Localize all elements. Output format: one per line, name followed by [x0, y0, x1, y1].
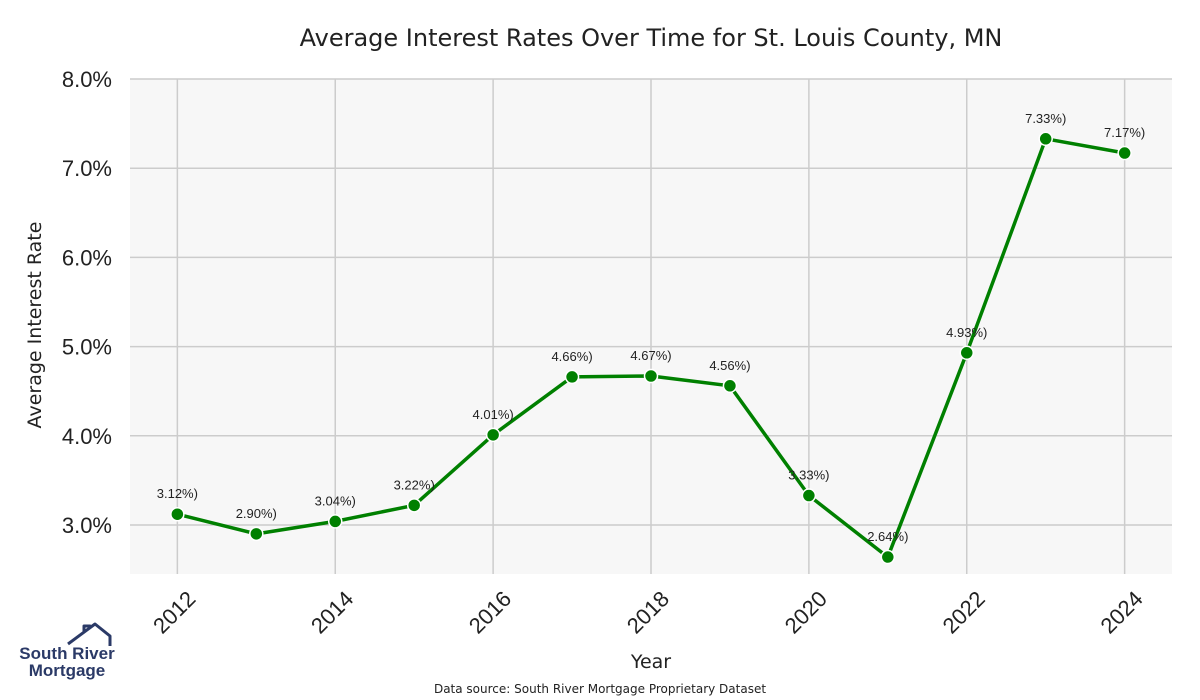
- data-label: 4.67%): [630, 348, 671, 363]
- x-axis-ticks: 2012 2014 2016 2018 2020 2022 2024: [148, 586, 1148, 638]
- y-axis-label: Average Interest Rate: [24, 222, 46, 429]
- logo-line2: Mortgage: [29, 661, 106, 680]
- x-axis-label: Year: [630, 651, 671, 673]
- data-point: [170, 506, 185, 522]
- data-label: 4.01%): [473, 407, 514, 422]
- data-point: [1117, 145, 1132, 161]
- data-label: 3.33%): [788, 468, 829, 483]
- data-point: [959, 345, 975, 361]
- y-tick-label: 4.0%: [62, 424, 112, 449]
- logo-line1: South River: [19, 644, 115, 663]
- x-tick-label: 2022: [938, 586, 990, 638]
- data-point: [327, 514, 343, 529]
- data-point: [485, 427, 501, 443]
- data-label: 2.64%): [867, 529, 908, 544]
- data-label: 3.12%): [157, 486, 198, 501]
- series-rates: [170, 131, 1132, 565]
- y-tick-label: 8.0%: [62, 67, 112, 92]
- data-label: 2.90%): [236, 506, 277, 521]
- y-tick-label: 3.0%: [62, 513, 112, 538]
- data-label: 3.22%): [394, 477, 435, 492]
- y-tick-label: 5.0%: [62, 335, 112, 360]
- x-tick-label: 2012: [148, 586, 200, 638]
- data-label: 4.93%): [946, 325, 987, 340]
- data-label: 4.56%): [709, 358, 750, 373]
- data-label: 4.66%): [551, 349, 592, 364]
- y-tick-label: 6.0%: [62, 245, 112, 270]
- data-label: 7.33%): [1025, 111, 1066, 126]
- x-tick-label: 2024: [1095, 586, 1147, 638]
- x-tick-label: 2014: [306, 586, 358, 638]
- data-labels: 3.12%) 2.90%) 3.04%) 3.22%) 4.01%) 4.66%) 4.67…: [157, 111, 1145, 544]
- data-point: [406, 498, 422, 513]
- data-point: [1038, 131, 1053, 147]
- y-axis-ticks: 3.0% 4.0% 5.0% 6.0% 7.0% 8.0%: [62, 67, 112, 538]
- x-tick-label: 2018: [622, 586, 674, 638]
- data-point: [801, 488, 817, 503]
- data-source-note: Data source: South River Mortgage Propri…: [434, 682, 766, 696]
- chart-title: Average Interest Rates Over Time for St.…: [300, 24, 1003, 52]
- data-label: 3.04%): [315, 493, 356, 508]
- house-roof-icon: [67, 622, 112, 646]
- data-label: 7.17%): [1104, 125, 1145, 140]
- data-point: [880, 549, 896, 565]
- south-river-mortgage-logo: South River Mortgage: [19, 622, 115, 680]
- x-tick-label: 2020: [780, 586, 832, 638]
- data-point: [564, 369, 580, 385]
- data-point: [643, 368, 659, 384]
- data-point: [249, 526, 264, 542]
- data-point: [722, 378, 738, 394]
- y-tick-label: 7.0%: [62, 156, 112, 181]
- x-tick-label: 2016: [464, 586, 516, 638]
